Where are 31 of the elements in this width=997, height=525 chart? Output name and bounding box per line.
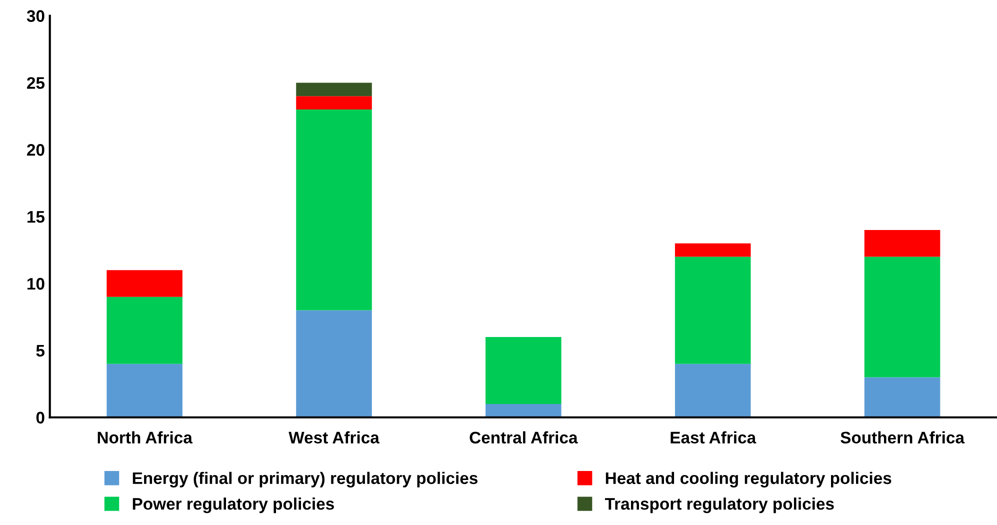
bar [296,96,372,110]
y-tick-label: 30 [26,10,44,22]
bar [106,296,182,364]
legend-label: Heat and cooling regulatory policies [606,472,892,488]
bar [674,243,751,257]
y-tick-label: 0 [36,412,44,424]
bar [106,270,182,297]
x-tick-label: North Africa [98,431,193,444]
y-tick-label: 15 [28,211,45,223]
legend-label: Power regulatory policies [132,498,334,514]
y-tick-label: 10 [28,278,44,290]
bar [296,82,372,96]
bar [486,404,562,418]
y-tick-label: 20 [27,144,44,156]
legend-label: Transport regulatory policies [605,498,834,514]
bar [296,310,372,418]
bar [864,377,940,418]
bar [486,337,562,404]
bar [864,230,940,257]
y-tick-label: 5 [36,345,45,357]
bar [296,109,372,310]
x-tick-label: Central Africa [470,431,578,444]
bar [106,364,182,418]
bar [674,364,751,418]
x-tick-label: West Africa [288,431,380,444]
y-tick-label: 25 [27,77,45,89]
bar [674,256,751,364]
bar [864,256,940,378]
x-tick-label: East Africa [670,431,756,444]
legend-label: Energy (final or primary) regulatory policies [132,472,478,488]
x-tick-label: Southern Africa [840,431,965,444]
